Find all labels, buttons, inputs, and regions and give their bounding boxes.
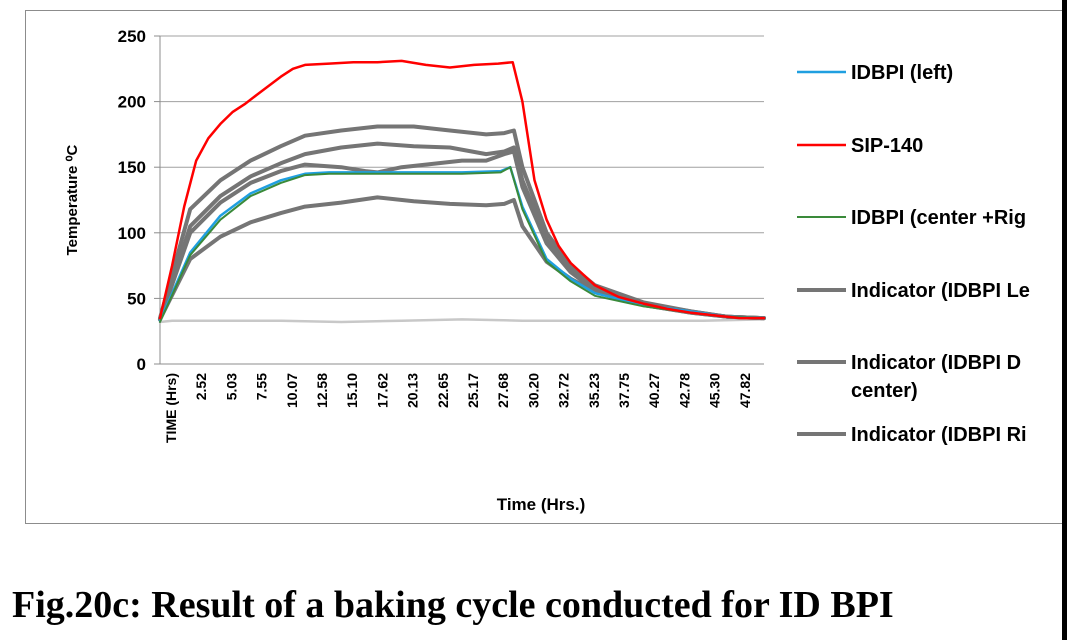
legend-label: center)	[851, 380, 918, 402]
series-layer	[158, 59, 766, 324]
axis-layer: Temperature ⁰C Time (Hrs.) 0 50 100 150 200 2…	[64, 27, 753, 514]
grid-layer	[160, 35, 764, 365]
x-tick-label: 10.07	[284, 373, 300, 408]
x-tick-label: 2.52	[193, 373, 209, 400]
x-tick-label: 30.20	[525, 373, 541, 408]
x-tick-label: 40.27	[646, 373, 662, 408]
x-tick-label: 47.82	[737, 373, 753, 408]
x-tick-label: 32.72	[556, 373, 572, 408]
x-tick-label: 12.58	[314, 373, 330, 408]
y-tick-label: 50	[127, 289, 146, 308]
legend-label: SIP-140	[851, 135, 923, 157]
legend-label: IDBPI (left)	[851, 62, 953, 84]
legend-layer: IDBPI (left) SIP-140 IDBPI (center +Rig Ind…	[797, 62, 1030, 446]
x-tick-label: 22.65	[435, 373, 451, 408]
extra-line	[158, 318, 766, 324]
y-tick-label: 150	[118, 158, 146, 177]
x-tick-label: 45.30	[707, 373, 723, 408]
legend-label: Indicator (IDBPI D	[851, 352, 1021, 374]
series-line	[159, 166, 765, 323]
y-tick-label: 200	[118, 93, 146, 112]
y-tick-label: 250	[118, 27, 146, 46]
x-tick-label: 5.03	[223, 373, 239, 400]
y-tick-label: 0	[137, 355, 146, 374]
legend-label: Indicator (IDBPI Ri	[851, 424, 1027, 446]
y-tick-label: 100	[118, 224, 146, 243]
legend-label: Indicator (IDBPI Le	[851, 280, 1030, 302]
series-line	[158, 165, 766, 322]
right-edge-bar	[1062, 0, 1067, 640]
x-tick-label: 15.10	[344, 373, 360, 408]
chart-frame	[25, 10, 1067, 524]
x-tick-label: 42.78	[676, 373, 692, 408]
x-tick-label: 25.17	[465, 373, 481, 408]
series-line	[158, 141, 766, 322]
x-tick-label: 35.23	[586, 373, 602, 408]
x-tick-label: 27.68	[495, 373, 511, 408]
series-line	[158, 195, 766, 322]
legend-label: IDBPI (center +Rig	[851, 207, 1026, 229]
series-line	[158, 59, 766, 320]
x-first-tick-label: TIME (Hrs)	[163, 373, 179, 443]
figure-caption: Fig.20c: Result of a baking cycle conduc…	[12, 584, 894, 626]
x-tick-label: 37.75	[616, 373, 632, 408]
x-tick-label: 7.55	[254, 373, 270, 400]
x-axis-title: Time (Hrs.)	[497, 495, 586, 514]
x-tick-label: 17.62	[374, 373, 390, 408]
x-tick-label: 20.13	[405, 373, 421, 408]
y-axis-title: Temperature ⁰C	[64, 144, 81, 255]
